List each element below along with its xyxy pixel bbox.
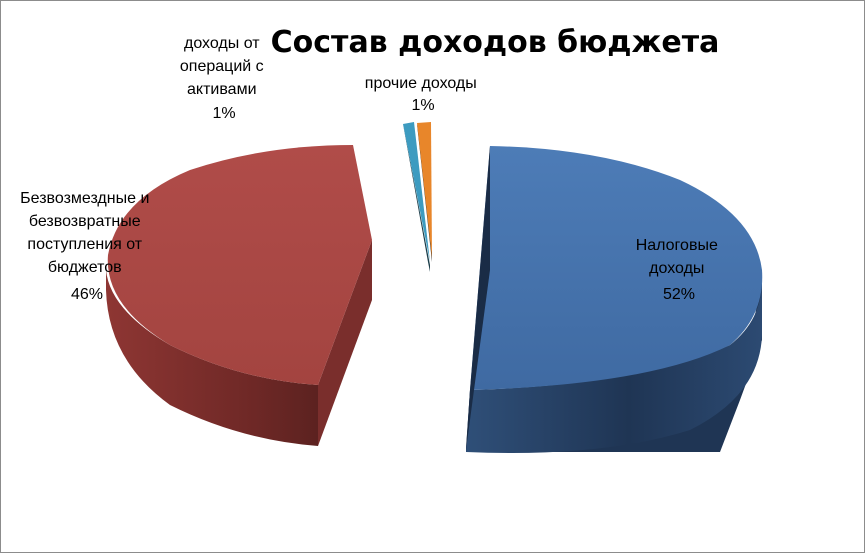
data-label-line: безвозвратные bbox=[29, 213, 141, 230]
slice-other-revenue-top bbox=[417, 122, 432, 258]
slice-other-revenue bbox=[417, 122, 432, 262]
data-label-tax-revenue: Налоговые доходы 52% bbox=[636, 237, 723, 303]
slice-grants-top bbox=[107, 145, 372, 385]
chart-title: Состав доходов бюджета bbox=[271, 25, 720, 60]
data-label-line: доходы от bbox=[184, 35, 260, 52]
slice-asset-operations-side bbox=[403, 124, 430, 272]
slice-other-revenue-side bbox=[417, 124, 432, 262]
slice-grants-inner-wall bbox=[318, 240, 372, 446]
data-label-percent: 1% bbox=[411, 97, 434, 114]
data-label-line: поступления от bbox=[27, 236, 142, 253]
data-label-other-revenue: прочие доходы 1% bbox=[365, 75, 481, 114]
slice-grants bbox=[106, 145, 372, 446]
data-label-asset-operations: доходы от операций с активами 1% bbox=[180, 35, 268, 122]
data-label-line: бюджетов bbox=[48, 259, 122, 276]
slice-tax-revenue-inner-wall bbox=[466, 146, 490, 450]
slice-asset-operations-top bbox=[403, 122, 430, 262]
slice-grants-side bbox=[106, 270, 318, 446]
data-label-percent: 46% bbox=[71, 286, 103, 303]
data-label-line: прочие доходы bbox=[365, 75, 477, 92]
data-label-line: Налоговые bbox=[636, 237, 718, 254]
data-label-line: операций с bbox=[180, 58, 264, 75]
slice-tax-revenue-top bbox=[470, 146, 763, 390]
slice-tax-revenue-side-curve bbox=[466, 280, 762, 454]
data-label-grants: Безвозмездные и безвозвратные поступлени… bbox=[20, 190, 154, 303]
data-label-percent: 1% bbox=[212, 105, 235, 122]
slice-asset-operations bbox=[403, 122, 430, 272]
data-label-line: активами bbox=[187, 81, 257, 98]
data-label-percent: 52% bbox=[663, 286, 695, 303]
data-label-line: доходы bbox=[649, 260, 704, 277]
slice-tax-revenue bbox=[466, 146, 763, 454]
data-label-line: Безвозмездные и bbox=[20, 190, 149, 207]
